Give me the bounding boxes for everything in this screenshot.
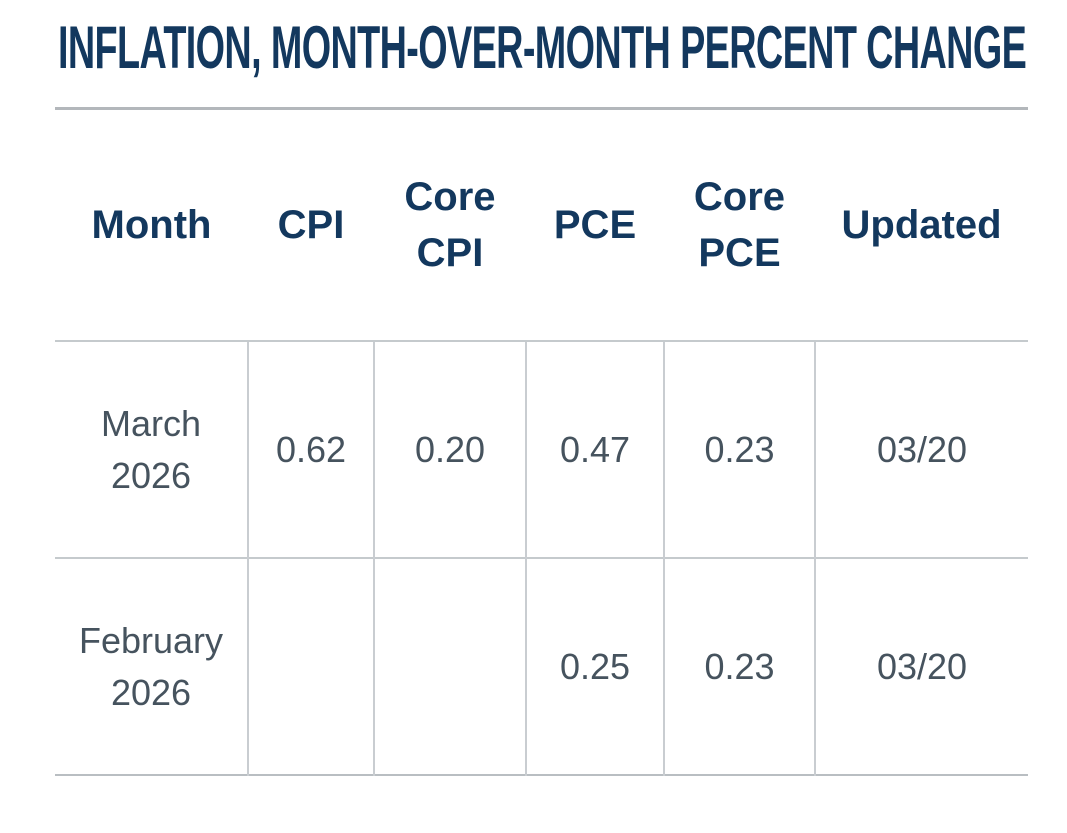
column-header-core-pce: Core PCE xyxy=(693,175,786,275)
cell-pce: 0.47 xyxy=(525,340,664,558)
column-header-updated: Updated xyxy=(841,203,1002,247)
cell-cpi: 0.62 xyxy=(247,340,374,558)
cell-month: February 2026 xyxy=(55,557,248,775)
inflation-table: Month CPI Core CPI PCE Core PCE Updated … xyxy=(55,107,1028,776)
column-header-pce: PCE xyxy=(553,203,637,247)
table-row: February 2026 0.25 0.23 03/20 xyxy=(55,557,1028,775)
column-header-cpi: CPI xyxy=(277,203,345,247)
cell-core-pce: 0.23 xyxy=(663,340,815,558)
cell-core-cpi xyxy=(373,557,526,775)
cell-updated: 03/20 xyxy=(814,557,1028,775)
column-header-core-cpi: Core CPI xyxy=(404,175,496,275)
table-header-row: Month CPI Core CPI PCE Core PCE Updated xyxy=(55,109,1028,342)
table-row: March 2026 0.62 0.20 0.47 0.23 03/20 xyxy=(55,340,1028,558)
cell-cpi xyxy=(247,557,374,775)
cell-core-pce: 0.23 xyxy=(663,557,815,775)
cell-month: March 2026 xyxy=(55,340,248,558)
page-title: INFLATION, MONTH-OVER-MONTH PERCENT CHAN… xyxy=(58,16,1067,80)
cell-pce: 0.25 xyxy=(525,557,664,775)
cell-updated: 03/20 xyxy=(814,340,1028,558)
page-title-text: INFLATION, MONTH-OVER-MONTH PERCENT CHAN… xyxy=(58,14,1027,81)
column-header-month: Month xyxy=(91,203,212,247)
cell-core-cpi: 0.20 xyxy=(373,340,526,558)
